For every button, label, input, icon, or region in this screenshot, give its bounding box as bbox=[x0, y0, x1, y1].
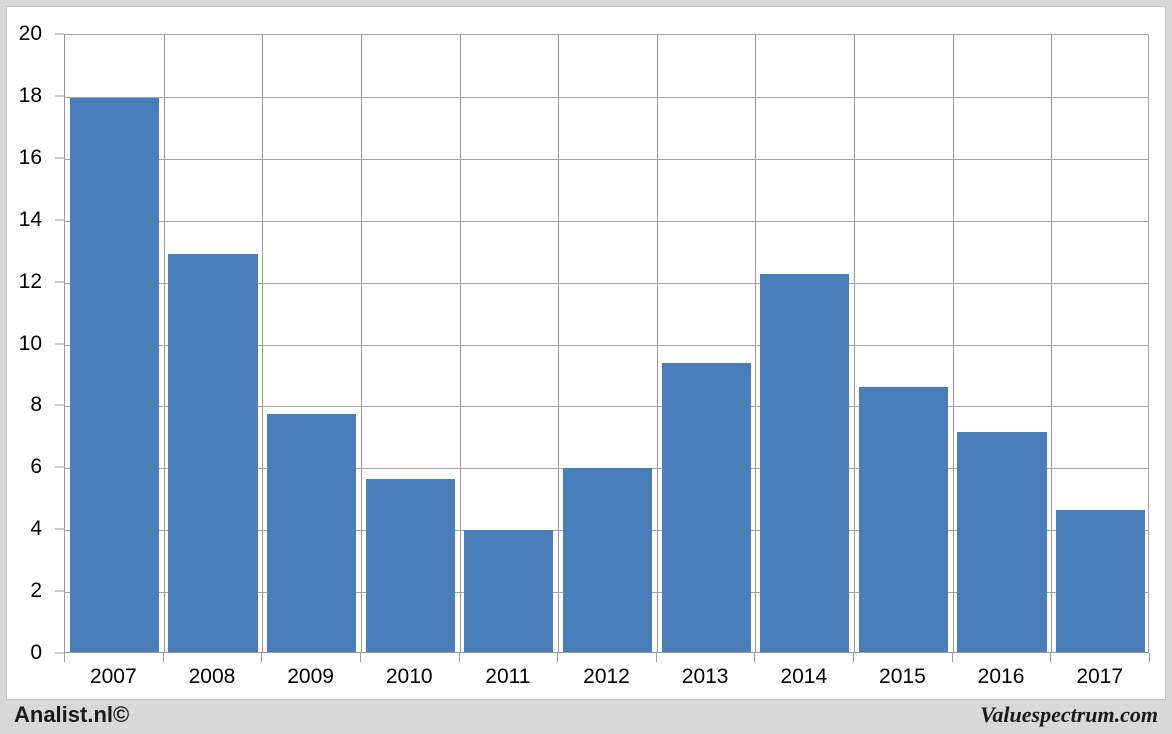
x-axis-tick-label-2008: 2008 bbox=[188, 665, 236, 688]
bar-2011 bbox=[464, 529, 554, 652]
x-axis-tick-mark bbox=[557, 653, 559, 662]
bars-layer bbox=[65, 35, 1148, 652]
x-axis-tick-mark bbox=[1149, 653, 1150, 662]
y-axis-tick-label: 4 bbox=[30, 517, 42, 541]
y-axis-tick-label: 6 bbox=[30, 455, 42, 479]
y-axis-tick-label: 12 bbox=[18, 269, 42, 293]
x-axis-tick-mark bbox=[162, 653, 164, 662]
x-axis-tick-label-2011: 2011 bbox=[485, 665, 531, 688]
y-axis-tick-mark bbox=[55, 652, 64, 654]
y-axis-tick-mark bbox=[55, 343, 64, 344]
bar-2016 bbox=[957, 432, 1047, 652]
x-axis-tick-label-2016: 2016 bbox=[977, 665, 1025, 688]
y-axis-tick-mark bbox=[55, 219, 64, 221]
y-axis-tick-label: 14 bbox=[18, 207, 42, 231]
x-axis-tick-mark bbox=[458, 653, 460, 662]
x-axis: 2007 2008 2009 2010 2011 2012 2013 2014 2015 2016… bbox=[64, 653, 1150, 701]
bar-2010 bbox=[365, 478, 455, 652]
x-axis-tick-mark bbox=[655, 653, 657, 662]
y-axis-tick-mark bbox=[55, 528, 64, 530]
bar-2008 bbox=[168, 254, 258, 652]
x-axis-tick-mark bbox=[853, 653, 855, 662]
x-axis-tick-label-2017: 2017 bbox=[1076, 665, 1124, 688]
bar-2013 bbox=[661, 362, 751, 652]
footer: Analist.nl© Valuespectrum.com bbox=[0, 700, 1172, 734]
y-axis-tick-mark bbox=[55, 157, 64, 159]
y-axis-tick-mark bbox=[55, 404, 64, 406]
footer-brand-label: Valuespectrum.com bbox=[980, 702, 1158, 727]
bar-2012 bbox=[562, 467, 653, 652]
y-axis: 0 2 4 6 8 10 12 14 16 18 20 bbox=[7, 7, 64, 699]
x-axis-tick-label-2013: 2013 bbox=[681, 665, 729, 688]
y-axis-tick-label: 2 bbox=[30, 579, 42, 603]
x-axis-tick-label-2007: 2007 bbox=[89, 665, 137, 688]
y-axis-tick-mark bbox=[55, 590, 64, 592]
y-axis-tick-label: 18 bbox=[18, 83, 42, 107]
x-axis-tick-mark bbox=[1050, 653, 1052, 662]
x-axis-tick-mark bbox=[754, 653, 756, 662]
bar-2007 bbox=[69, 98, 159, 652]
y-axis-tick-label: 16 bbox=[18, 145, 42, 169]
bar-2014 bbox=[760, 274, 850, 652]
y-axis-tick-mark bbox=[55, 95, 64, 97]
y-axis-tick-mark bbox=[55, 281, 64, 283]
footer-source-label: Analist.nl© bbox=[14, 702, 130, 727]
x-axis-tick-label-2014: 2014 bbox=[780, 665, 828, 688]
x-axis-tick-mark bbox=[359, 653, 361, 662]
bar-2009 bbox=[266, 413, 357, 652]
x-axis-tick-label-2012: 2012 bbox=[583, 665, 630, 688]
x-axis-tick-label-2010: 2010 bbox=[385, 665, 433, 688]
y-axis-tick-label: 0 bbox=[30, 641, 42, 664]
bar-2017 bbox=[1056, 509, 1146, 652]
y-axis-tick-label: 8 bbox=[30, 393, 42, 417]
x-axis-tick-label-2009: 2009 bbox=[287, 665, 334, 688]
plot-area bbox=[64, 34, 1149, 653]
y-axis-tick-label: 10 bbox=[18, 331, 42, 355]
x-axis-tick-mark bbox=[261, 653, 263, 662]
bar-2015 bbox=[858, 387, 949, 652]
x-axis-tick-mark bbox=[951, 653, 953, 662]
y-axis-tick-label: 20 bbox=[18, 22, 42, 45]
x-axis-tick-mark bbox=[64, 653, 65, 662]
chart-panel: 0 2 4 6 8 10 12 14 16 18 20 2007 2008 2009 2010 2011 20… bbox=[6, 6, 1166, 700]
y-axis-tick-mark bbox=[55, 466, 64, 468]
x-axis-tick-label-2015: 2015 bbox=[879, 665, 926, 688]
y-axis-tick-mark bbox=[55, 33, 64, 35]
